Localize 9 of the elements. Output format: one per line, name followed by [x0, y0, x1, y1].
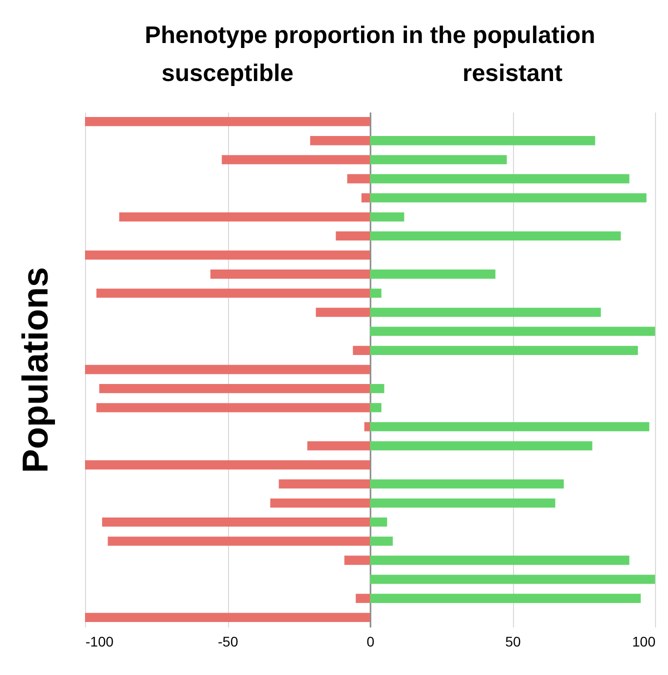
series-label: susceptible	[161, 60, 294, 87]
x-tick-label: -100	[86, 634, 114, 650]
text: resistant	[462, 60, 563, 87]
x-tick-label: 0	[366, 634, 375, 650]
x-tick-label: -50	[218, 634, 238, 650]
x-tick-label: 100	[632, 634, 656, 650]
x-tick-label: 50	[505, 634, 521, 650]
y-axis-title: Populations	[14, 267, 56, 473]
chart-title: Phenotype proportion in the population	[144, 22, 596, 49]
